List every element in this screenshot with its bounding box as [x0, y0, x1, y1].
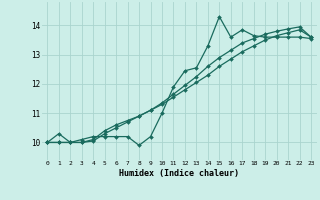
X-axis label: Humidex (Indice chaleur): Humidex (Indice chaleur): [119, 169, 239, 178]
